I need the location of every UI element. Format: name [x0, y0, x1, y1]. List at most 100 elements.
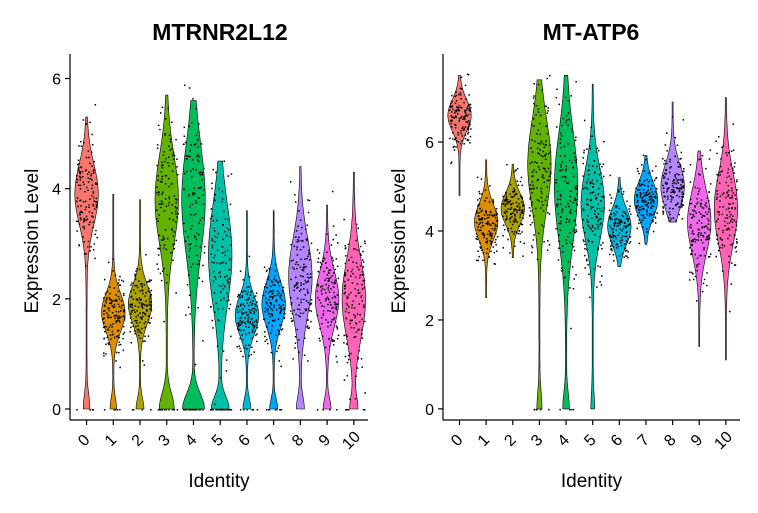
data-point: [183, 188, 185, 190]
data-point: [130, 342, 132, 344]
data-point: [277, 293, 279, 296]
data-point: [709, 149, 712, 152]
data-point: [626, 231, 628, 233]
data-point: [321, 305, 323, 307]
data-point: [690, 240, 693, 242]
data-point: [511, 231, 513, 233]
data-point: [731, 243, 734, 245]
data-point: [735, 245, 737, 248]
data-point: [238, 294, 240, 296]
data-point: [159, 409, 161, 411]
data-point: [590, 208, 592, 210]
data-point: [682, 196, 684, 198]
data-point: [482, 252, 485, 254]
data-point: [477, 199, 479, 201]
data-point: [344, 248, 347, 250]
data-point: [108, 309, 111, 312]
data-point: [588, 225, 590, 227]
data-point: [727, 184, 730, 187]
data-point: [494, 225, 497, 227]
data-point: [652, 230, 655, 233]
data-point: [573, 278, 575, 280]
data-point: [187, 236, 189, 238]
data-point: [307, 211, 310, 214]
data-point: [598, 149, 600, 152]
data-point: [271, 297, 274, 300]
data-point: [330, 304, 332, 306]
data-point: [479, 246, 481, 248]
data-point: [574, 139, 577, 142]
data-point: [131, 282, 133, 284]
data-point: [592, 191, 595, 193]
data-point: [251, 329, 254, 331]
data-point: [669, 207, 671, 210]
data-point: [143, 284, 146, 286]
data-point: [601, 177, 603, 179]
data-point: [463, 116, 465, 118]
data-point: [728, 189, 730, 192]
data-point: [324, 346, 327, 349]
data-point: [225, 359, 228, 361]
data-point: [271, 313, 273, 315]
data-point: [198, 277, 201, 279]
data-point: [674, 155, 676, 158]
data-point: [509, 217, 512, 219]
data-point: [464, 137, 467, 140]
data-point: [671, 116, 674, 118]
data-point: [626, 200, 628, 202]
data-point: [513, 171, 515, 173]
data-point: [346, 343, 348, 345]
data-point: [617, 245, 619, 248]
data-point: [597, 226, 599, 228]
data-point: [707, 238, 709, 240]
data-point: [172, 154, 174, 157]
data-point: [150, 309, 153, 312]
data-point: [93, 243, 96, 245]
data-point: [332, 340, 334, 342]
data-point: [545, 153, 547, 155]
data-point: [452, 132, 454, 134]
data-point: [652, 220, 654, 223]
data-point: [587, 215, 589, 217]
data-point: [603, 196, 605, 198]
data-point: [251, 317, 253, 320]
data-point: [148, 298, 151, 301]
data-point: [690, 227, 692, 229]
data-point: [590, 206, 592, 208]
data-point: [106, 297, 108, 299]
data-point: [575, 229, 577, 231]
data-point: [469, 142, 471, 144]
data-point: [519, 206, 521, 209]
data-point: [316, 314, 319, 317]
data-point: [326, 274, 329, 276]
data-point: [220, 299, 222, 301]
data-point: [249, 294, 252, 296]
data-point: [350, 352, 352, 355]
data-point: [516, 180, 518, 182]
data-point: [725, 208, 728, 211]
data-point: [546, 196, 548, 198]
data-point: [159, 272, 162, 275]
data-point: [135, 316, 137, 318]
data-point: [625, 232, 627, 234]
data-point: [538, 122, 541, 125]
data-point: [291, 319, 294, 322]
data-point: [116, 316, 119, 318]
data-point: [147, 290, 149, 292]
data-point: [105, 343, 107, 346]
data-point: [563, 145, 565, 148]
data-point: [249, 321, 251, 323]
data-point: [115, 300, 117, 302]
data-point: [332, 306, 334, 309]
data-point: [565, 168, 567, 170]
data-point: [504, 203, 507, 205]
data-point: [676, 187, 679, 190]
data-point: [700, 213, 702, 215]
data-point: [230, 244, 232, 246]
data-point: [598, 208, 601, 210]
data-point: [718, 213, 721, 216]
data-point: [103, 352, 105, 354]
data-point: [487, 233, 489, 235]
data-point: [267, 276, 270, 278]
data-point: [514, 208, 516, 211]
